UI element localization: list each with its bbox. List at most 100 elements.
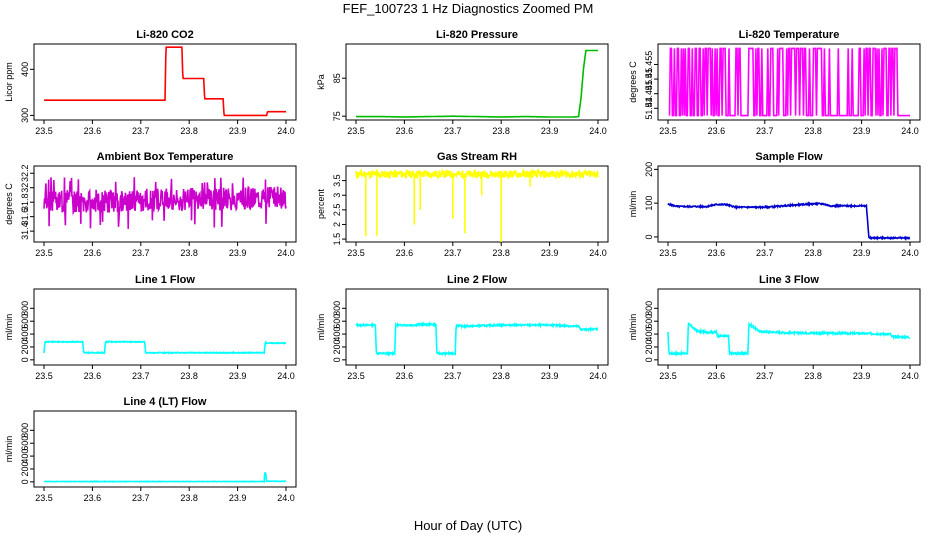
x-tick-label: 23.9 — [229, 371, 247, 381]
x-tick-label: 23.7 — [132, 126, 150, 136]
x-tick-label: 23.7 — [756, 126, 774, 136]
y-tick-label: 31.8 — [20, 193, 30, 211]
y-tick-label: 400 — [20, 449, 30, 464]
series-line — [44, 46, 286, 117]
x-tick-label: 23.9 — [229, 493, 247, 503]
x-tick-label: 23.9 — [853, 126, 871, 136]
plot-frame — [657, 165, 921, 243]
panel-title: Line 2 Flow — [447, 274, 507, 286]
x-tick-label: 23.7 — [756, 248, 774, 258]
y-tick-label: 75 — [332, 111, 342, 121]
panel-title: Line 1 Flow — [135, 274, 195, 286]
panel-title: Li-820 CO2 — [136, 29, 193, 41]
x-tick-label: 23.7 — [132, 371, 150, 381]
x-tick-label: 23.9 — [541, 248, 559, 258]
y-tick-label: 85 — [332, 73, 342, 83]
y-tick-label: 800 — [20, 301, 30, 316]
y-axis-label: kPa — [316, 74, 326, 90]
x-tick-label: 23.8 — [492, 126, 510, 136]
series-line — [43, 339, 287, 355]
plot-frame — [345, 43, 609, 121]
x-tick-label: 23.5 — [659, 126, 677, 136]
y-tick-label: 32 — [20, 183, 30, 193]
x-tick-label: 23.5 — [659, 248, 677, 258]
y-tick-label: 31.6 — [20, 208, 30, 226]
shared-x-axis-label: Hour of Day (UTC) — [413, 518, 523, 533]
x-tick-label: 23.6 — [708, 371, 726, 381]
x-tick-label: 23.5 — [35, 371, 53, 381]
x-tick-label: 24.0 — [901, 126, 919, 136]
x-tick-label: 23.5 — [35, 248, 53, 258]
panel-5: Sample Flow ml/min 0 100 200 23.5 23.6 23.7 23.8… — [628, 151, 921, 258]
x-tick-label: 23.8 — [492, 371, 510, 381]
plot-frame — [657, 288, 921, 366]
panel-title: Ambient Box Temperature — [97, 151, 234, 163]
y-axis-label: Licor ppm — [4, 62, 14, 102]
x-tick-label: 24.0 — [277, 248, 295, 258]
panel-title: Li-820 Pressure — [436, 29, 518, 41]
y-tick-label: 400 — [332, 327, 342, 342]
y-axis-label: ml/min — [4, 436, 14, 463]
y-axis-label: ml/min — [316, 314, 326, 341]
x-tick-label: 23.7 — [132, 493, 150, 503]
plot-frame — [33, 43, 297, 121]
y-tick-label: 400 — [644, 327, 654, 342]
x-tick-label: 23.6 — [708, 126, 726, 136]
series-line — [355, 167, 599, 242]
x-tick-label: 24.0 — [901, 371, 919, 381]
panel-2: Li-820 Temperature degrees C 51.4451.44551… — [628, 29, 921, 136]
x-tick-label: 23.6 — [708, 248, 726, 258]
panel-title: Li-820 Temperature — [739, 29, 840, 41]
y-tick-label: 31.4 — [20, 222, 30, 240]
x-tick-label: 23.8 — [180, 493, 198, 503]
y-tick-label: 0 — [644, 357, 654, 362]
panel-0: Li-820 CO2 Licor ppm 300 400 23.5 23.6 23.7 23.… — [4, 29, 297, 136]
panel-title: Line 3 Flow — [759, 274, 819, 286]
x-tick-label: 24.0 — [589, 371, 607, 381]
plot-frame — [345, 165, 609, 243]
x-tick-label: 23.8 — [804, 248, 822, 258]
series-line — [355, 321, 599, 358]
x-tick-label: 23.9 — [853, 371, 871, 381]
y-tick-label: 0 — [20, 479, 30, 484]
y-axis-label: ml/min — [4, 314, 14, 341]
x-tick-label: 23.8 — [180, 371, 198, 381]
y-tick-label: 200 — [332, 339, 342, 354]
series-line — [667, 201, 911, 241]
y-tick-label: 3.5 — [332, 174, 342, 187]
y-tick-label: 51.445 — [644, 80, 654, 108]
y-tick-label: 600 — [644, 314, 654, 329]
y-tick-label: 32.2 — [20, 164, 30, 182]
y-tick-label: 200 — [20, 339, 30, 354]
y-tick-label: 600 — [20, 436, 30, 451]
panel-1: Li-820 Pressure kPa 75 85 23.5 23.6 23.7 23.8 23… — [316, 29, 609, 136]
x-tick-label: 24.0 — [277, 493, 295, 503]
panel-3: Ambient Box Temperature degrees C 31.431.6… — [4, 151, 297, 258]
x-tick-label: 23.7 — [444, 248, 462, 258]
y-tick-label: 200 — [20, 461, 30, 476]
x-tick-label: 23.8 — [804, 126, 822, 136]
x-tick-label: 23.9 — [541, 126, 559, 136]
y-tick-label: 600 — [332, 314, 342, 329]
y-tick-label: 0 — [644, 234, 654, 239]
panel-title: Gas Stream RH — [437, 151, 517, 163]
y-tick-label: 800 — [20, 423, 30, 438]
x-tick-label: 23.5 — [347, 371, 365, 381]
panel-title: Sample Flow — [755, 151, 823, 163]
series-line — [44, 471, 287, 483]
x-tick-label: 23.6 — [84, 371, 102, 381]
y-tick-label: 200 — [644, 162, 654, 177]
x-tick-label: 23.6 — [396, 248, 414, 258]
y-tick-label: 51.455 — [644, 51, 654, 79]
x-tick-label: 23.9 — [229, 126, 247, 136]
y-axis-label: percent — [316, 188, 326, 219]
panel-title: Line 4 (LT) Flow — [124, 396, 207, 408]
y-tick-label: 0 — [20, 357, 30, 362]
series-line — [667, 321, 911, 357]
y-tick-label: 2 — [332, 222, 342, 227]
